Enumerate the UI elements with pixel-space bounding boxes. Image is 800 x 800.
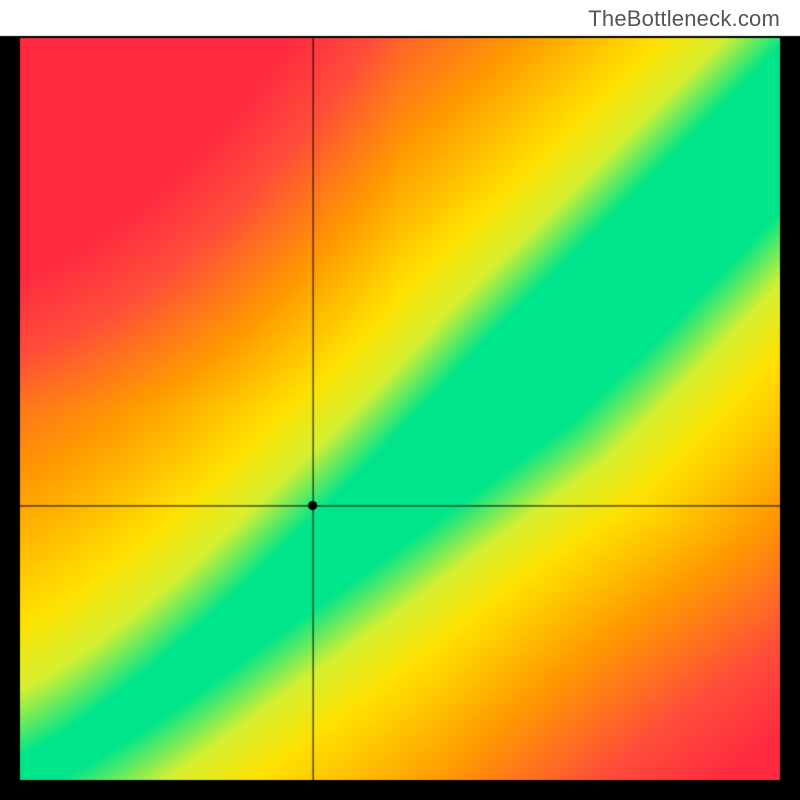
bottleneck-heatmap-canvas <box>0 0 800 800</box>
chart-container: TheBottleneck.com <box>0 0 800 800</box>
watermark-text: TheBottleneck.com <box>588 6 780 32</box>
